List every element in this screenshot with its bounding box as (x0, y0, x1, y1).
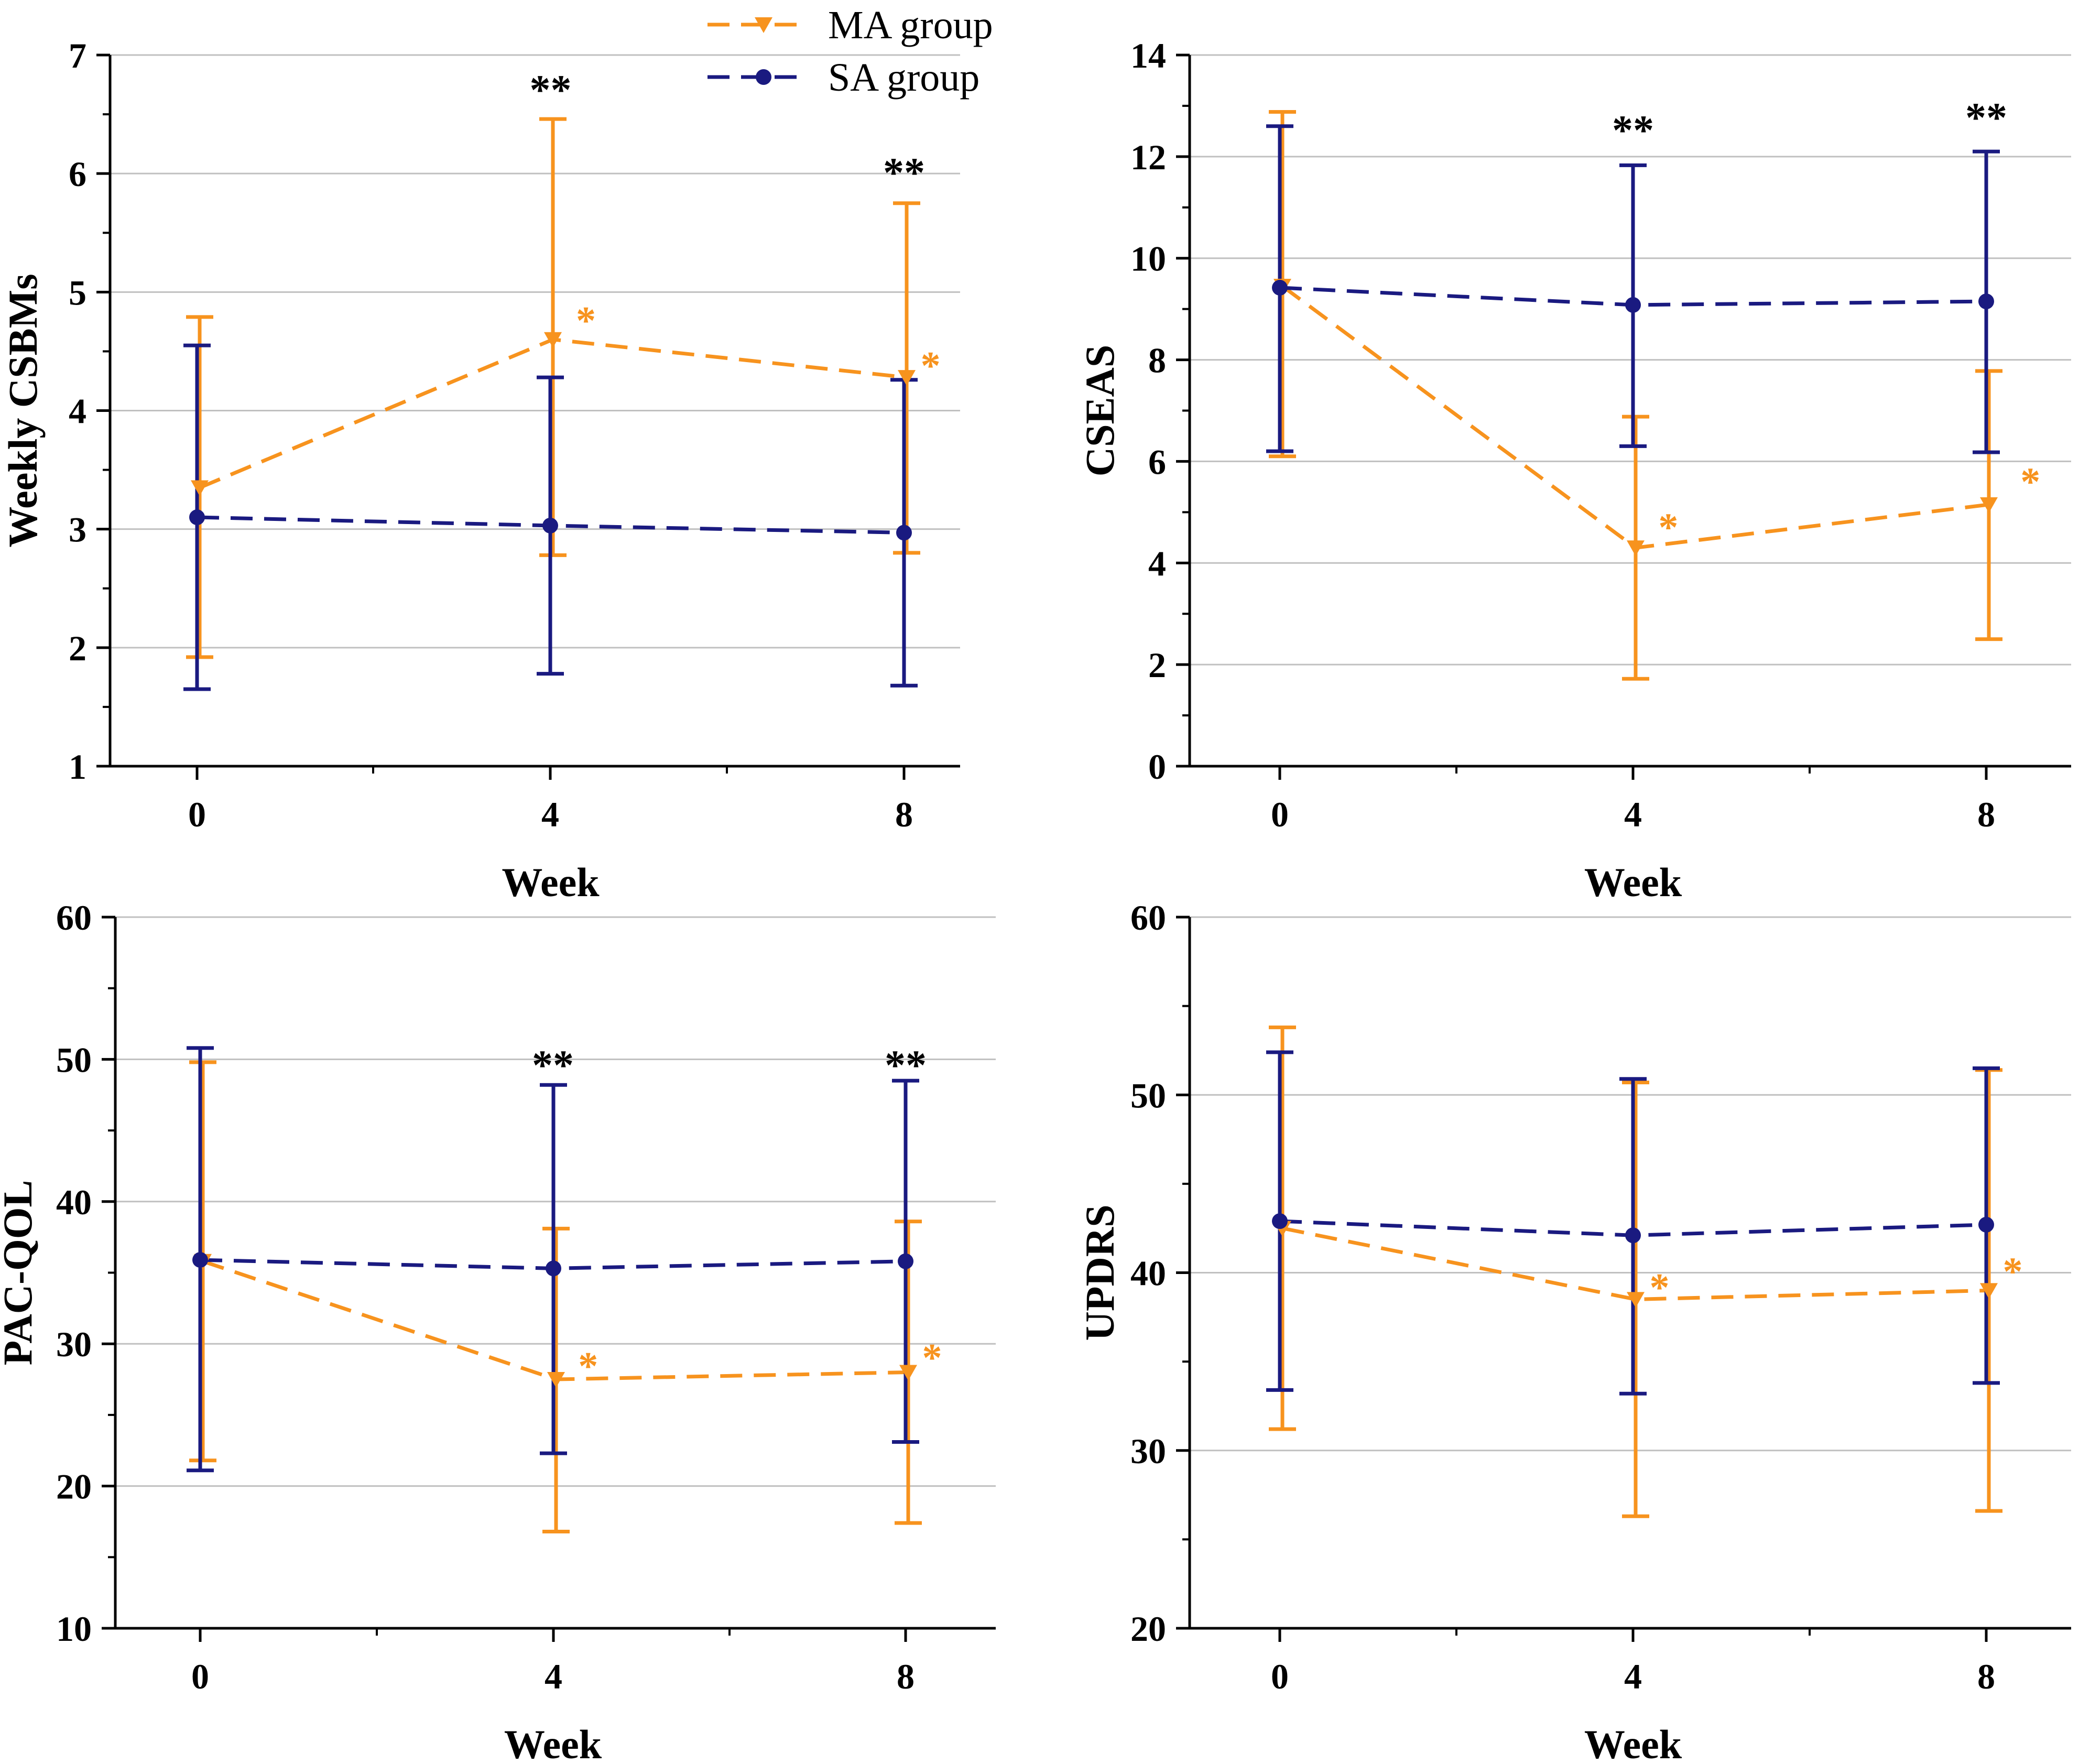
x-tick-label: 4 (1624, 1657, 1642, 1696)
y-tick-label: 14 (1130, 36, 1166, 75)
sa-data-point (189, 509, 205, 526)
sa-data-point (896, 525, 912, 541)
y-axis-title: CSEAS (1077, 345, 1123, 476)
ma-data-point (547, 1372, 565, 1388)
ma-data-point (1980, 497, 1998, 513)
sa-data-point (1625, 1227, 1641, 1244)
ma-data-point (1627, 540, 1645, 557)
sa-data-point (898, 1253, 913, 1269)
legend-label-ma: MA group (828, 3, 993, 47)
sa-data-point (542, 517, 558, 533)
x-tick-label: 0 (188, 794, 206, 834)
x-tick-label: 4 (541, 794, 559, 834)
y-tick-label: 7 (69, 36, 86, 75)
y-tick-label: 4 (69, 391, 86, 431)
y-tick-label: 6 (1148, 442, 1166, 482)
y-tick-label: 20 (1130, 1609, 1166, 1649)
y-tick-label: 5 (69, 273, 86, 312)
significance-marker: * (576, 299, 596, 343)
y-tick-label: 6 (69, 154, 86, 194)
y-tick-label: 60 (1130, 898, 1166, 938)
y-tick-label: 10 (1130, 239, 1166, 279)
y-axis-title: Weekly CSBMs (0, 274, 46, 547)
significance-marker: ** (885, 1043, 927, 1089)
y-tick-label: 1 (69, 747, 86, 787)
x-tick-label: 0 (191, 1657, 209, 1696)
significance-marker: * (2003, 1250, 2023, 1294)
legend-marker-sa (756, 69, 771, 85)
y-tick-label: 4 (1148, 543, 1166, 583)
panel-updrs: 20 30 40 50 60 0 4 8 Week UPDRS * * (1077, 898, 2071, 1764)
ma-data-point (1980, 1283, 1998, 1299)
y-tick-label: 12 (1130, 137, 1166, 177)
sa-data-point (192, 1252, 208, 1268)
y-axis-title: PAC-QOL (0, 1180, 40, 1366)
x-tick-label: 4 (545, 1657, 562, 1696)
y-tick-label: 3 (69, 510, 86, 550)
y-tick-label: 50 (1130, 1075, 1166, 1115)
ma-data-point (899, 1365, 917, 1381)
significance-marker: * (1650, 1266, 1670, 1310)
x-axis-title: Week (504, 1722, 602, 1764)
ma-data-point (1627, 1292, 1645, 1308)
y-axis-title: UPDRS (1077, 1204, 1123, 1341)
sa-data-point (1625, 297, 1641, 313)
y-tick-label: 30 (1130, 1431, 1166, 1471)
y-tick-label: 0 (1148, 747, 1166, 787)
x-tick-label: 4 (1624, 794, 1642, 834)
ma-data-point (544, 332, 562, 348)
significance-marker: ** (532, 1043, 574, 1089)
significance-marker: * (578, 1344, 598, 1388)
x-tick-label: 8 (1977, 794, 1995, 834)
x-tick-label: 8 (1977, 1657, 1995, 1696)
x-axis-title: Week (502, 859, 600, 905)
significance-marker: ** (1965, 95, 2007, 141)
y-tick-label: 50 (56, 1040, 92, 1080)
x-axis-title: Week (1584, 1722, 1682, 1764)
sa-data-point (1978, 293, 1994, 310)
y-tick-label: 20 (56, 1467, 92, 1507)
significance-marker: * (1658, 506, 1678, 550)
x-axis-title: Week (1584, 859, 1682, 905)
y-tick-label: 2 (1148, 645, 1166, 685)
significance-marker: * (2020, 460, 2040, 504)
y-tick-label: 40 (56, 1182, 92, 1222)
legend-label-sa: SA group (828, 56, 979, 100)
significance-marker: * (922, 1336, 942, 1380)
ma-data-point (191, 480, 209, 496)
y-tick-label: 60 (56, 898, 92, 938)
y-tick-label: 40 (1130, 1254, 1166, 1293)
ma-data-point (898, 370, 916, 386)
significance-marker: * (921, 344, 941, 388)
sa-data-point (1978, 1216, 1994, 1233)
significance-marker: ** (530, 67, 572, 113)
x-tick-label: 8 (897, 1657, 915, 1696)
y-tick-label: 30 (56, 1324, 92, 1364)
sa-data-point (546, 1260, 561, 1277)
x-tick-label: 0 (1271, 794, 1289, 834)
significance-marker: ** (1612, 108, 1654, 154)
x-tick-label: 0 (1271, 1657, 1289, 1696)
sa-data-point (1272, 1213, 1288, 1229)
x-tick-label: 8 (895, 794, 913, 834)
significance-marker: ** (883, 150, 925, 197)
sa-data-point (1272, 279, 1288, 296)
legend-marker-ma (755, 17, 772, 33)
legend: MA group SA group (707, 3, 993, 100)
y-tick-label: 8 (1148, 341, 1166, 380)
y-tick-label: 10 (56, 1609, 92, 1649)
y-tick-label: 2 (69, 628, 86, 668)
ma-series-line (1282, 1226, 1989, 1301)
